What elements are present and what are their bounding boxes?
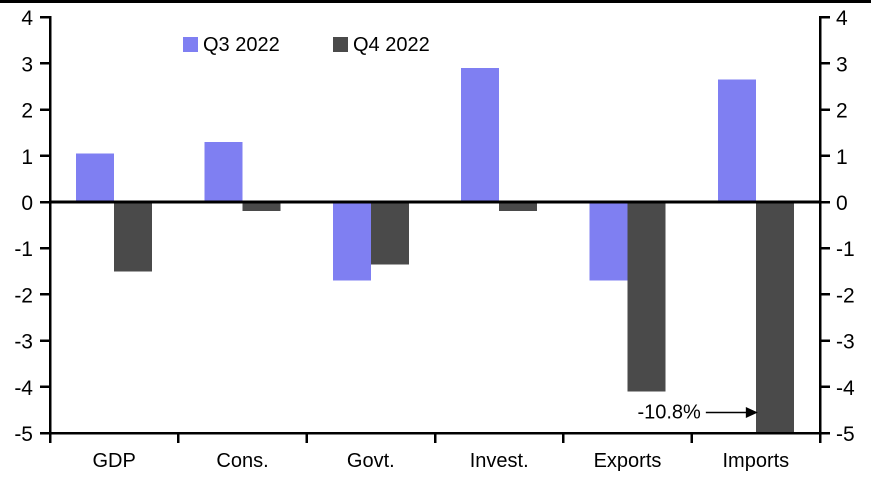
y-axis-label-right: -4 [836,377,855,400]
annotation-text: -10.8% [637,402,701,424]
bar-q4-2022-gdp [114,202,153,272]
y-axis-label-left: -3 [14,331,33,354]
y-axis-label-left: -5 [14,423,33,446]
y-axis-label-right: 0 [836,192,848,215]
bar-q4-2022-exports [627,202,666,392]
legend-label: Q4 2022 [353,34,430,56]
bar-q4-2022-invest [499,202,538,212]
x-axis-label: GDP [92,450,135,472]
bar-q3-2022-invest [461,68,500,203]
bar-q4-2022-imports [755,202,794,433]
annotation-arrow-head [745,407,758,418]
y-axis-label-right: -2 [836,284,855,307]
legend-swatch-q3-2022 [183,37,198,52]
y-axis-label-left: 3 [21,53,33,76]
x-axis-label: Govt. [347,450,395,472]
x-axis-label: Imports [722,450,789,472]
bar-q4-2022-govt [370,202,409,265]
y-axis-label-right: 2 [836,100,848,123]
y-axis-label-left: 0 [21,192,33,215]
y-axis-label-left: -2 [14,284,33,307]
y-axis-label-left: 4 [21,7,33,30]
x-axis-label: Cons. [216,450,268,472]
image-top-border [0,0,871,3]
bar-q3-2022-gdp [76,153,115,202]
y-axis-label-right: -5 [836,423,855,446]
bar-q3-2022-govt [332,202,371,281]
y-axis-label-left: -1 [14,238,33,261]
legend-swatch-q4-2022 [333,37,348,52]
y-axis-label-right: 3 [836,53,848,76]
y-axis-label-right: -1 [836,238,855,261]
y-axis-label-left: 2 [21,100,33,123]
y-axis-label-right: -3 [836,331,855,354]
bar-q3-2022-cons [204,141,243,202]
bar-q3-2022-imports [717,79,756,202]
x-axis-label: Invest. [470,450,529,472]
x-axis-label: Exports [594,450,662,472]
y-axis-label-right: 4 [836,7,848,30]
y-axis-label-right: 1 [836,146,848,169]
y-axis-label-left: -4 [14,377,33,400]
bar-q4-2022-cons [242,202,281,212]
legend-label: Q3 2022 [203,34,280,56]
bar-q3-2022-exports [589,202,628,281]
y-axis-label-left: 1 [21,146,33,169]
